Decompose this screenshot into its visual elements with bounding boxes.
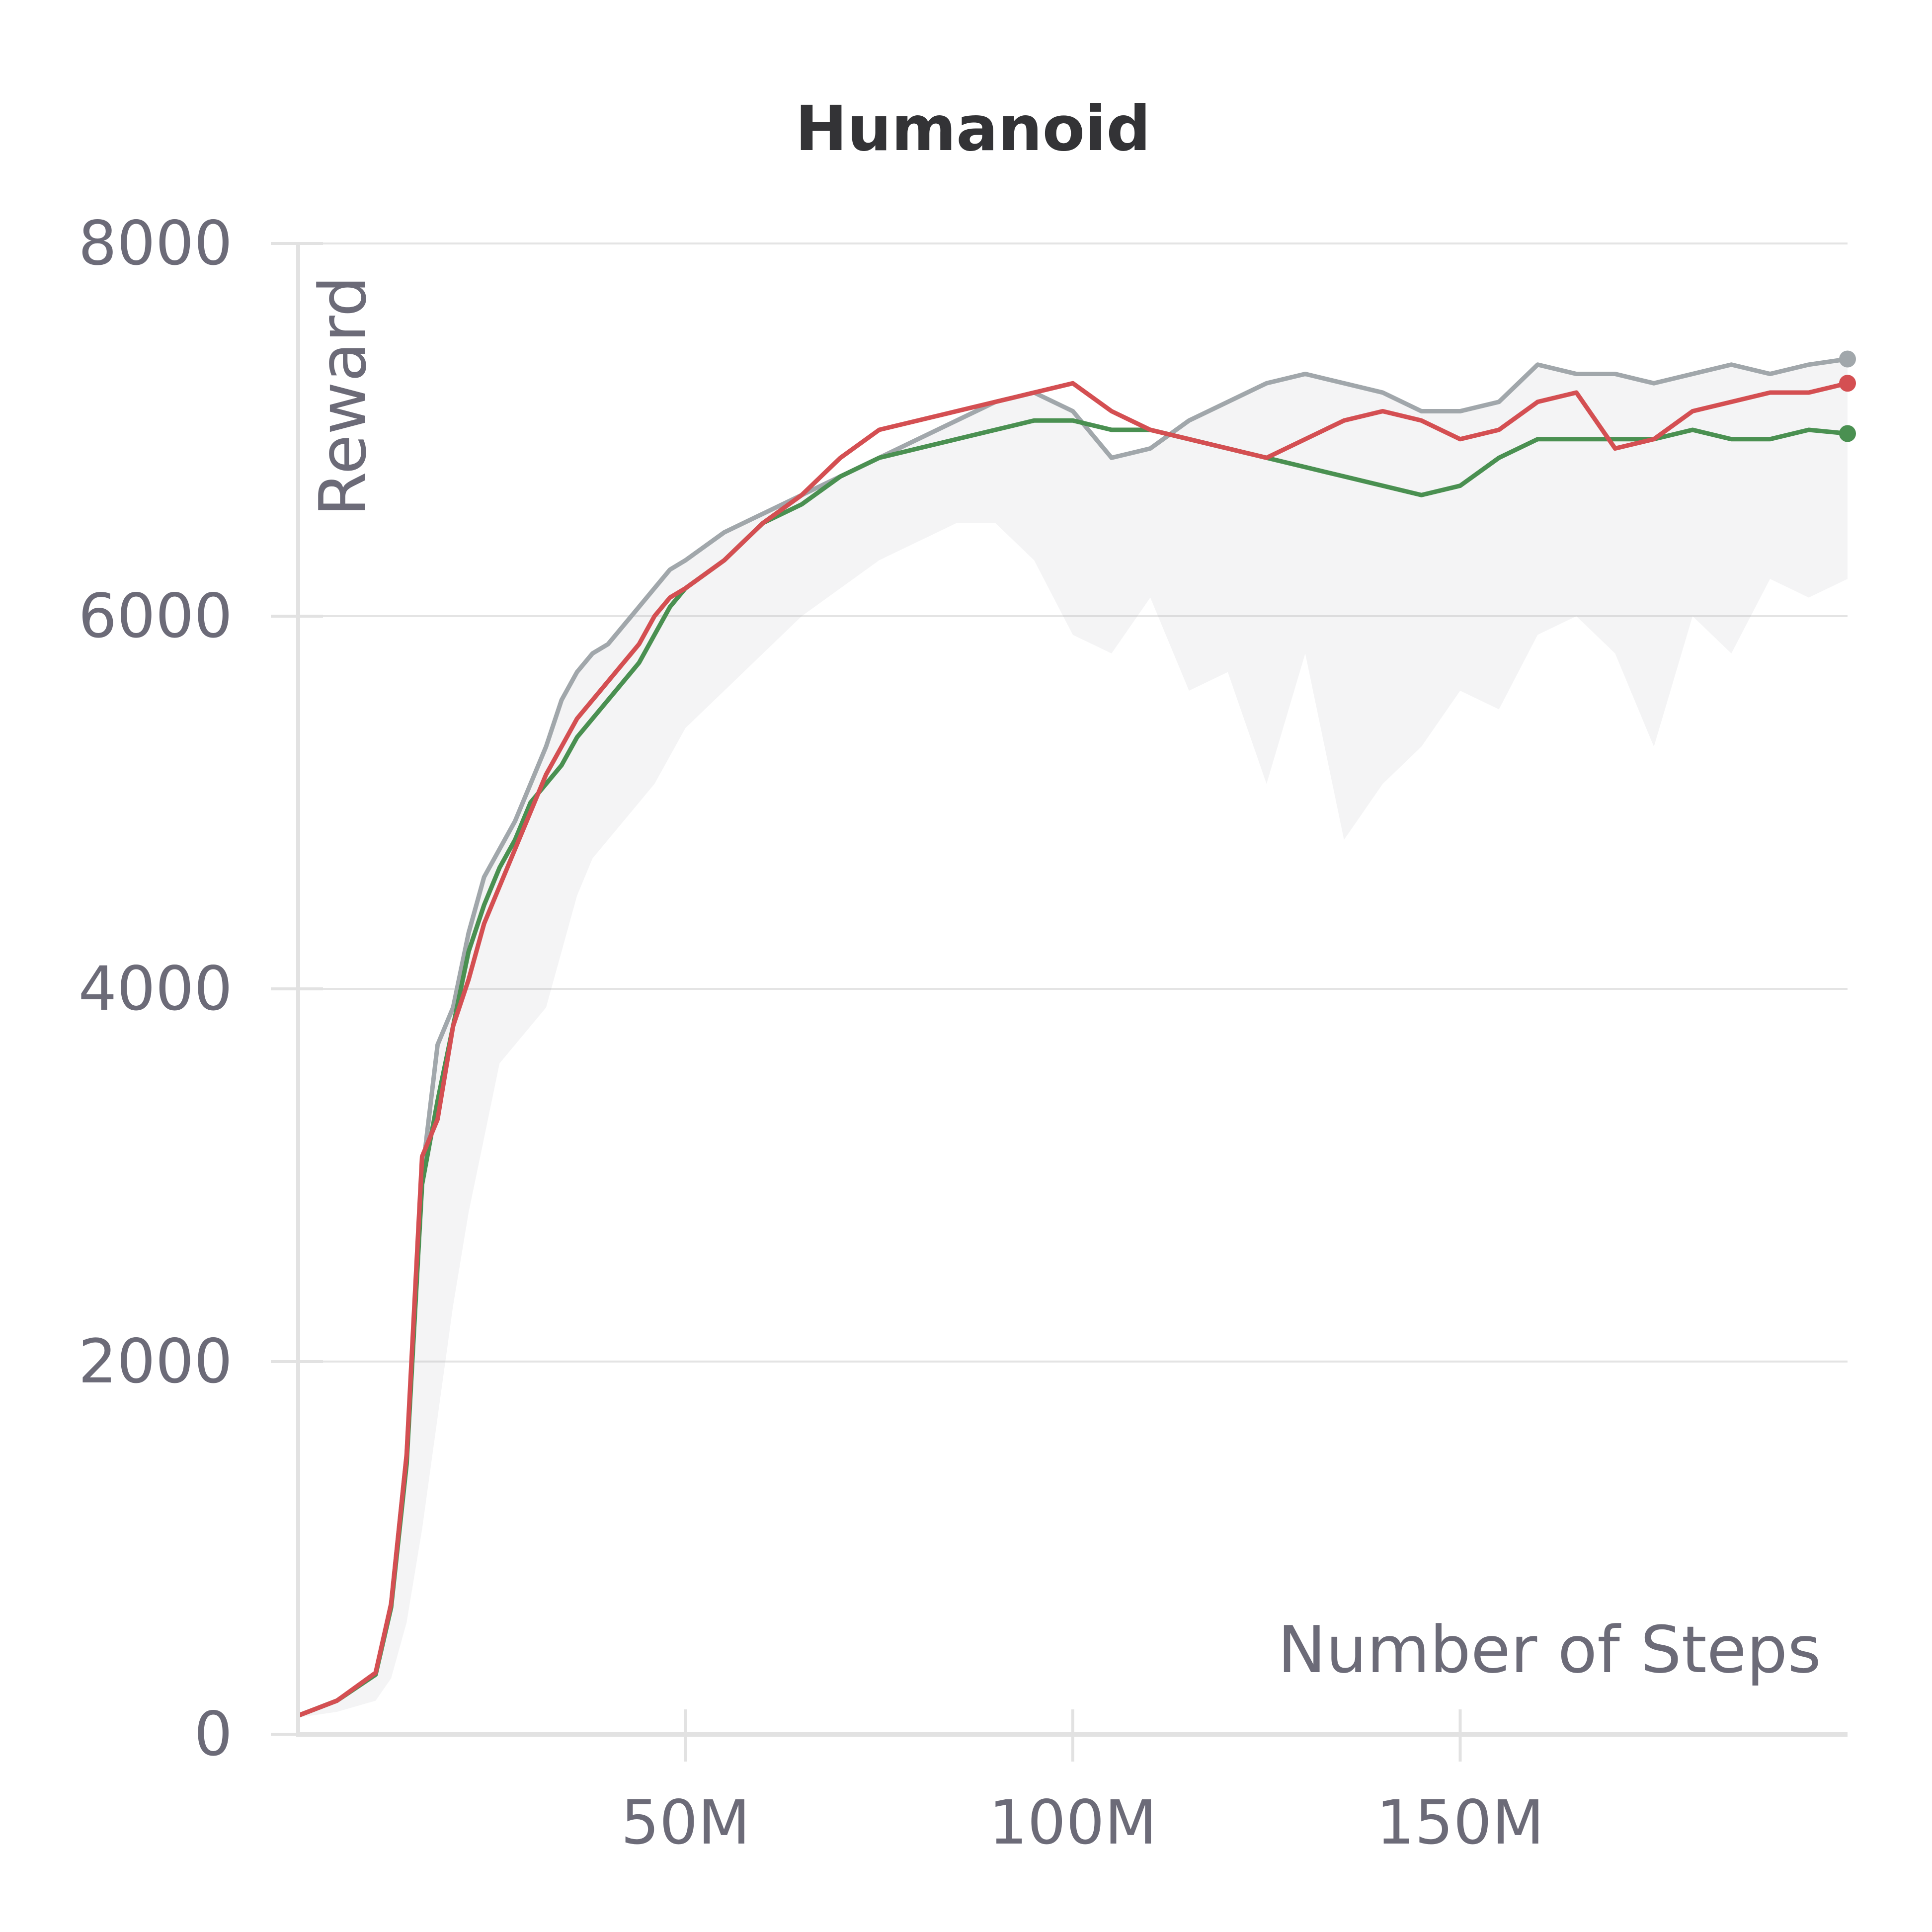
series-end-point-0	[1839, 350, 1856, 368]
series-end-point-1	[1839, 425, 1856, 442]
series-end-point-2	[1839, 375, 1856, 392]
x-tick-label: 50M	[621, 1787, 750, 1858]
y-tick-label: 4000	[79, 954, 233, 1024]
y-axis-label: Reward	[305, 276, 381, 516]
series-lines	[297, 350, 1856, 1718]
x-tick-label: 150M	[1376, 1787, 1544, 1858]
y-tick-label: 8000	[79, 208, 233, 279]
y-tick-label: 6000	[79, 581, 233, 651]
x-tick-label: 100M	[989, 1787, 1157, 1858]
series-band-0	[298, 359, 1848, 1718]
y-tick-label: 0	[194, 1699, 233, 1770]
chart-title: Humanoid	[795, 93, 1150, 165]
variance-bands	[298, 359, 1848, 1718]
y-tick-label: 2000	[79, 1326, 233, 1397]
x-axis-label: Number of Steps	[1278, 1612, 1821, 1688]
axes	[271, 242, 1848, 1762]
series-line-2	[297, 381, 1849, 1718]
tick-labels: 0 2000 4000 6000 8000 50M 100M 150M	[79, 208, 1544, 1858]
series-line-1	[297, 418, 1848, 1718]
grid	[273, 242, 1848, 1363]
